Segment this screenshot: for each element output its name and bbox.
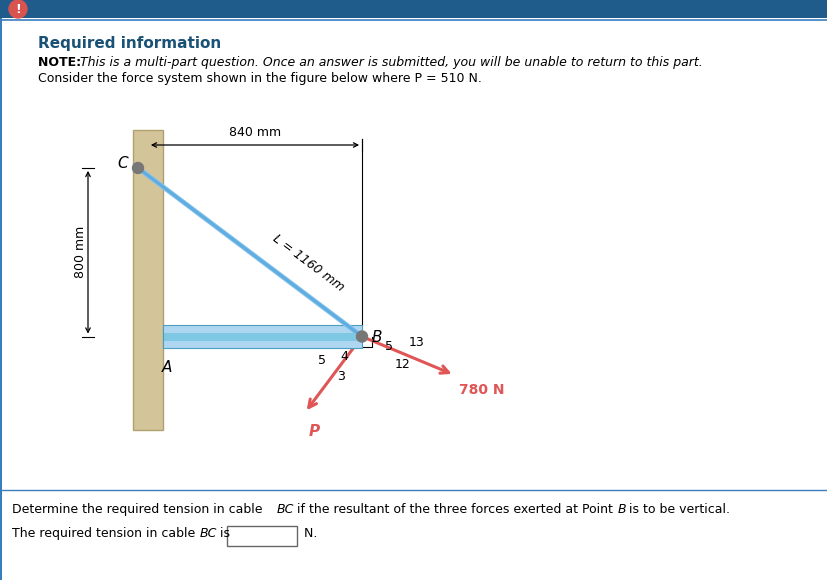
- Text: P: P: [309, 425, 320, 440]
- Text: L = 1160 mm: L = 1160 mm: [270, 232, 347, 294]
- Text: !: !: [15, 3, 21, 16]
- Circle shape: [356, 331, 367, 342]
- Text: BC: BC: [200, 527, 218, 540]
- Text: BC: BC: [277, 503, 294, 516]
- Text: 3: 3: [337, 370, 346, 383]
- Text: 840 mm: 840 mm: [229, 126, 281, 139]
- Text: if the resultant of the three forces exerted at Point: if the resultant of the three forces exe…: [293, 503, 617, 516]
- Bar: [163, 325, 362, 348]
- Bar: [0, 0, 827, 18]
- Text: is: is: [216, 527, 230, 540]
- Bar: [0, 0, 2, 580]
- Circle shape: [9, 0, 27, 18]
- Text: 800 mm: 800 mm: [74, 226, 87, 278]
- Bar: [163, 333, 362, 341]
- Text: Determine the required tension in cable: Determine the required tension in cable: [12, 503, 266, 516]
- FancyBboxPatch shape: [227, 526, 297, 546]
- Text: C: C: [117, 157, 128, 172]
- Text: 13: 13: [409, 336, 424, 349]
- Text: The required tension in cable: The required tension in cable: [12, 527, 199, 540]
- Text: B: B: [372, 331, 383, 346]
- Circle shape: [132, 162, 144, 173]
- Text: N.: N.: [300, 527, 318, 540]
- Text: This is a multi-part question. Once an answer is submitted, you will be unable t: This is a multi-part question. Once an a…: [80, 56, 703, 69]
- Text: Required information: Required information: [38, 36, 222, 51]
- Bar: [163, 325, 362, 348]
- Text: Consider the force system shown in the figure below where P = 510 N.: Consider the force system shown in the f…: [38, 72, 482, 85]
- Text: A: A: [162, 360, 172, 375]
- Text: is to be vertical.: is to be vertical.: [625, 503, 730, 516]
- Text: 5: 5: [385, 340, 393, 353]
- Bar: [133, 130, 163, 430]
- Text: 780 N: 780 N: [459, 383, 504, 397]
- Text: 12: 12: [395, 358, 411, 371]
- Text: 5: 5: [318, 354, 327, 367]
- Text: NOTE:: NOTE:: [38, 56, 85, 69]
- Text: 4: 4: [341, 350, 348, 363]
- Text: B: B: [618, 503, 627, 516]
